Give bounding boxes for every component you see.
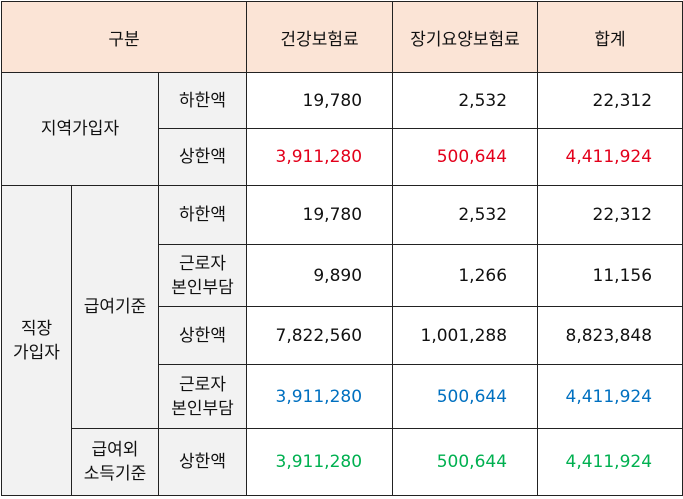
longterm-cell: 1,266 [392,244,539,307]
employee-row-nonsalary-max: 급여외 소득기준 상한액 3,911,280 500,644 4,411,924 [2,428,683,496]
salary-basis-label: 급여기준 [71,185,159,429]
health-cell: 9,890 [246,244,394,307]
non-salary-basis-label: 급여외 소득기준 [71,428,159,496]
header-category: 구분 [0,1,248,73]
header-health: 건강보험료 [246,1,394,73]
health-cell: 19,780 [246,72,394,129]
employee-row-min: 직장 가입자 급여기준 하한액 19,780 2,532 22,312 [1,185,683,496]
longterm-cell: 500,644 [392,128,539,186]
total-cell: 4,411,924 [537,428,683,496]
row-label: 상한액 [157,428,248,496]
health-cell: 7,822,560 [246,306,394,365]
total-cell: 22,312 [537,72,683,129]
header-row: 구분 건강보험료 장기요양보험료 합계 [0,1,683,73]
row-label: 하한액 [157,185,248,245]
total-cell: 8,823,848 [537,306,683,365]
row-label: 근로자 본인부담 [157,364,248,429]
health-cell: 3,911,280 [246,364,394,429]
longterm-cell: 2,532 [392,185,539,245]
header-longterm: 장기요양보험료 [392,1,539,73]
total-cell: 11,156 [537,244,683,307]
total-cell: 4,411,924 [537,364,683,429]
longterm-cell: 500,644 [392,364,539,429]
employee-group-label: 직장 가입자 [1,185,72,496]
regional-group-label: 지역가입자 [1,72,159,186]
employee-row-worker-max: 근로자 본인부담 3,911,280 500,644 4,411,924 [2,364,683,429]
row-label: 근로자 본인부담 [157,244,248,307]
health-cell: 19,780 [246,185,394,245]
header-total: 합계 [537,1,683,73]
row-label: 상한액 [157,128,248,186]
longterm-cell: 1,001,288 [392,306,539,365]
regional-row-min: 지역가입자 하한액 19,780 2,532 22,312 [1,72,683,186]
row-label: 하한액 [157,72,248,129]
row-label: 상한액 [157,306,248,365]
health-cell: 3,911,280 [246,128,394,186]
total-cell: 4,411,924 [537,128,683,186]
longterm-cell: 2,532 [392,72,539,129]
employee-row-max: 상한액 7,822,560 1,001,288 8,823,848 [2,306,683,365]
longterm-cell: 500,644 [392,428,539,496]
total-cell: 22,312 [537,185,683,245]
health-cell: 3,911,280 [246,428,394,496]
employee-row-worker-min: 근로자 본인부담 9,890 1,266 11,156 [2,244,683,307]
regional-row-max: 상한액 3,911,280 500,644 4,411,924 [2,128,683,186]
